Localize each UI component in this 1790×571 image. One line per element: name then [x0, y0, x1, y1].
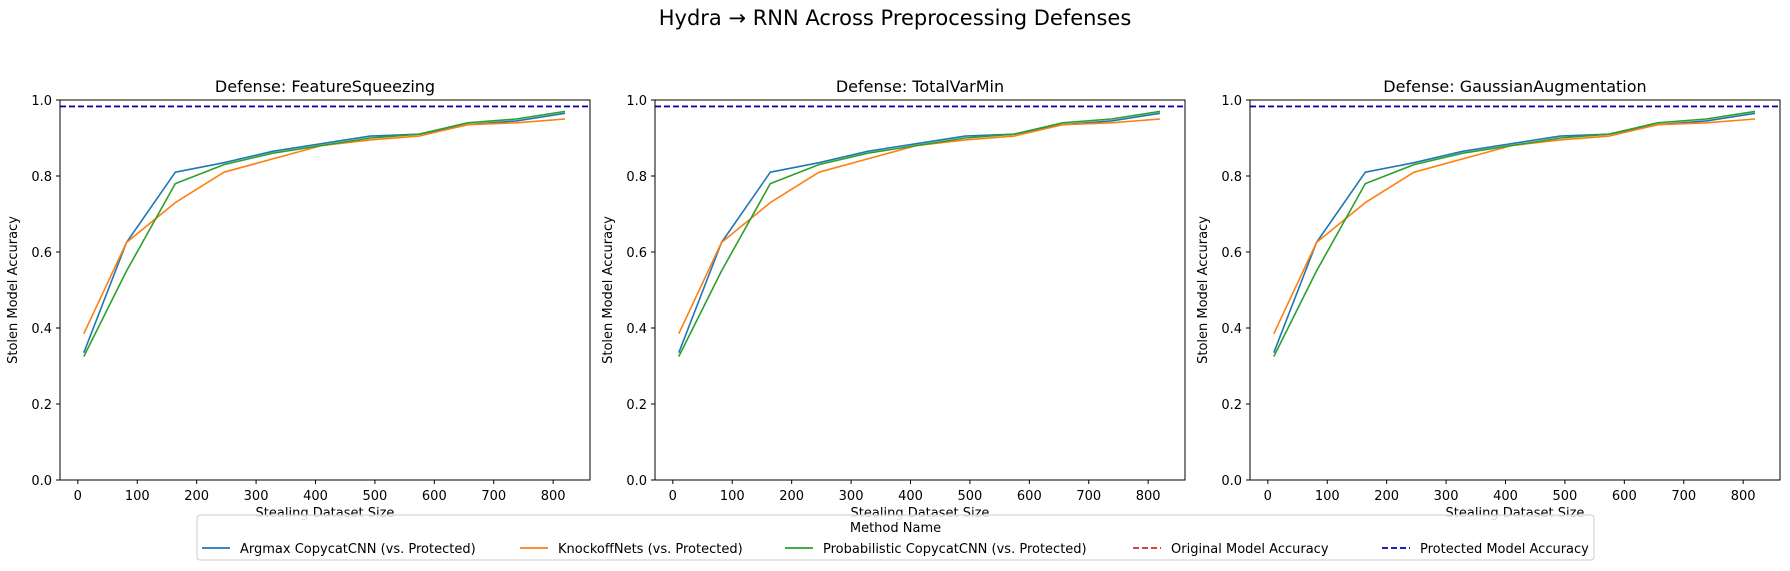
x-tick-label: 600 [1017, 489, 1042, 504]
subplot-title: Defense: FeatureSqueezing [215, 77, 435, 96]
subplot-panels: Defense: FeatureSqueezing 0 100 200 300 400 50… [6, 77, 1781, 521]
legend-entry: Original Model Accuracy [1133, 542, 1329, 557]
y-tick-label: 0.8 [31, 170, 52, 185]
legend-label: Original Model Accuracy [1171, 542, 1329, 557]
x-tick-label: 200 [1374, 489, 1399, 504]
axes-frame [1249, 99, 1781, 481]
x-tick-label: 500 [1552, 489, 1577, 504]
x-tick-label: 700 [1076, 489, 1101, 504]
y-tick-label: 0.0 [626, 474, 647, 489]
y-tick-label: 0.4 [1221, 322, 1242, 337]
legend-title: Method Name [850, 521, 941, 536]
series-line [678, 112, 1161, 353]
x-tick-label: 300 [839, 489, 864, 504]
series-line [83, 112, 566, 353]
x-tick-label: 100 [125, 489, 150, 504]
legend-entry: Protected Model Accuracy [1382, 542, 1589, 557]
x-tick-label: 0 [669, 489, 677, 504]
x-tick-label: 300 [1434, 489, 1459, 504]
y-tick-label: 0.6 [31, 246, 52, 261]
plot-area [60, 105, 590, 357]
y-axis-label: Stolen Model Accuracy [6, 216, 21, 364]
y-tick-label: 0.4 [31, 322, 52, 337]
x-tick-label: 100 [720, 489, 745, 504]
y-tick-label: 0.8 [1221, 170, 1242, 185]
series-line [1273, 112, 1756, 353]
x-tick-label: 700 [1671, 489, 1696, 504]
x-tick-label: 500 [362, 489, 387, 504]
y-axis-label: Stolen Model Accuracy [601, 216, 616, 364]
legend: Method Name Argmax CopycatCNN (vs. Protec… [196, 514, 1595, 561]
x-tick-label: 500 [957, 489, 982, 504]
x-tick-label: 200 [184, 489, 209, 504]
x-tick-label: 800 [541, 489, 566, 504]
figure-title: Hydra → RNN Across Preprocessing Defense… [658, 6, 1132, 30]
x-tick-label: 800 [1136, 489, 1161, 504]
subplot-3: Defense: GaussianAugmentation 0 100 200 300 4… [1196, 77, 1781, 521]
x-tick-label: 600 [422, 489, 447, 504]
axes-frame [59, 99, 591, 481]
legend-entry: KnockoffNets (vs. Protected) [520, 542, 743, 557]
x-tick-label: 0 [74, 489, 82, 504]
subplot-1: Defense: FeatureSqueezing 0 100 200 300 400 50… [6, 77, 591, 521]
subplot-2: Defense: TotalVarMin 0 100 200 300 400 500 600 7… [601, 77, 1186, 521]
y-tick-label: 0.4 [626, 322, 647, 337]
axes-frame [654, 99, 1186, 481]
x-tick-label: 0 [1264, 489, 1272, 504]
legend-entry: Argmax CopycatCNN (vs. Protected) [202, 542, 476, 557]
x-tick-label: 400 [303, 489, 328, 504]
subplot-title: Defense: GaussianAugmentation [1383, 77, 1646, 96]
series-line [678, 118, 1161, 335]
y-tick-label: 0.0 [1221, 474, 1242, 489]
y-tick-label: 0.2 [626, 398, 647, 413]
x-tick-label: 400 [898, 489, 923, 504]
x-tick-label: 600 [1612, 489, 1637, 504]
x-tick-label: 700 [481, 489, 506, 504]
series-line [83, 110, 566, 357]
y-tick-label: 0.8 [626, 170, 647, 185]
legend-label: Protected Model Accuracy [1420, 542, 1589, 557]
y-tick-label: 0.2 [31, 398, 52, 413]
y-tick-label: 0.6 [626, 246, 647, 261]
y-axis-label: Stolen Model Accuracy [1196, 216, 1211, 364]
plot-area [655, 105, 1185, 357]
legend-label: Probabilistic CopycatCNN (vs. Protected) [823, 542, 1087, 557]
legend-label: Argmax CopycatCNN (vs. Protected) [240, 542, 476, 557]
x-tick-label: 300 [244, 489, 269, 504]
y-tick-label: 1.0 [1221, 94, 1242, 109]
y-tick-label: 1.0 [626, 94, 647, 109]
y-tick-label: 1.0 [31, 94, 52, 109]
legend-label: KnockoffNets (vs. Protected) [558, 542, 743, 557]
legend-entry: Probabilistic CopycatCNN (vs. Protected) [785, 542, 1087, 557]
x-tick-label: 200 [779, 489, 804, 504]
plot-area [1250, 105, 1780, 357]
series-line [678, 110, 1161, 357]
series-line [1273, 118, 1756, 335]
series-line [1273, 110, 1756, 357]
x-tick-label: 800 [1731, 489, 1756, 504]
y-tick-label: 0.6 [1221, 246, 1242, 261]
y-tick-label: 0.2 [1221, 398, 1242, 413]
x-tick-label: 100 [1315, 489, 1340, 504]
series-line [83, 118, 566, 335]
y-tick-label: 0.0 [31, 474, 52, 489]
subplot-title: Defense: TotalVarMin [836, 77, 1004, 96]
x-tick-label: 400 [1493, 489, 1518, 504]
